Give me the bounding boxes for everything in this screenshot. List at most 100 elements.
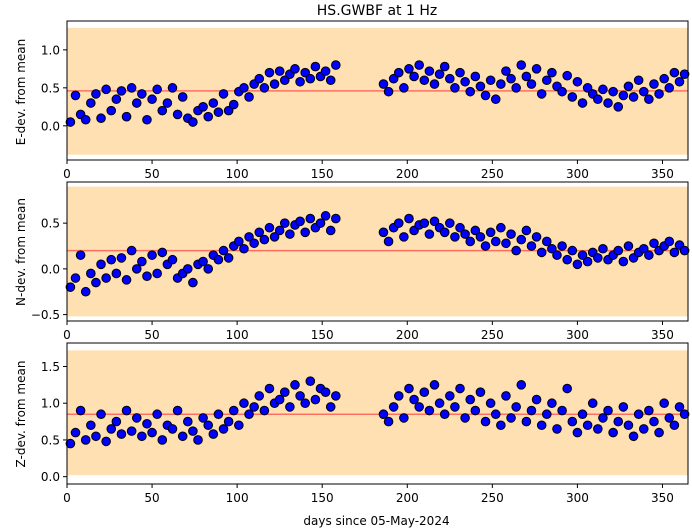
vertical-data-point	[567, 416, 578, 427]
north-data-point	[198, 256, 208, 267]
north-data-point	[582, 256, 593, 267]
east-data-point	[126, 83, 137, 93]
vertical-data-point	[172, 405, 183, 416]
north-data-point	[116, 253, 127, 263]
east-data-point	[501, 66, 511, 76]
east-data-point	[445, 73, 455, 84]
east-data-point	[310, 61, 321, 72]
vertical-data-point	[198, 413, 208, 423]
vertical-data-point	[521, 416, 532, 427]
vertical-data-point	[541, 409, 552, 420]
east-data-point	[290, 64, 300, 74]
east-data-point	[383, 86, 394, 97]
east-data-point	[526, 79, 537, 89]
vertical-data-point	[409, 394, 419, 405]
north-data-point	[445, 218, 455, 228]
north-axes-frame	[66, 181, 689, 322]
east-data-point	[167, 83, 178, 93]
vertical-data-point	[455, 383, 465, 394]
vertical-data-point	[152, 409, 162, 420]
north-data-point	[378, 227, 389, 238]
vertical-data-point	[598, 413, 608, 423]
figure-title: HS.GWBF at 1 Hz	[317, 3, 437, 19]
north-data-point	[664, 236, 675, 247]
vertical-data-point	[445, 391, 455, 401]
vertical-y-tick-label: 0.0	[41, 470, 60, 484]
vertical-data-point	[331, 391, 341, 401]
north-data-point	[638, 243, 649, 254]
east-data-point	[254, 73, 265, 84]
vertical-data-point	[644, 405, 654, 416]
vertical-data-point	[562, 383, 573, 394]
north-data-point	[521, 225, 532, 236]
north-x-tick-label: 300	[566, 328, 589, 342]
vertical-data-point	[259, 405, 270, 416]
north-data-point	[598, 243, 608, 254]
east-data-point	[455, 67, 465, 78]
vertical-data-point	[659, 398, 669, 409]
north-data-point	[320, 211, 331, 221]
vertical-y-axis-label: Z-dev. from mean	[14, 361, 28, 468]
east-data-point	[516, 60, 527, 70]
east-data-point	[404, 64, 414, 74]
north-data-point	[188, 277, 198, 288]
vertical-x-tick-label: 100	[226, 491, 249, 505]
north-data-point	[541, 236, 552, 247]
east-data-point	[572, 76, 583, 87]
vertical-data-point	[203, 420, 214, 431]
east-data-point	[320, 66, 331, 76]
east-data-point	[644, 94, 654, 105]
north-data-point	[305, 213, 316, 224]
east-data-point	[679, 69, 690, 79]
north-x-tick-label: 250	[481, 328, 504, 342]
vertical-x-tick-label: 300	[566, 491, 589, 505]
vertical-data-point	[654, 427, 664, 438]
north-data-point	[244, 232, 254, 242]
vertical-data-point	[300, 398, 310, 409]
east-data-point	[177, 92, 188, 102]
east-data-point	[577, 98, 588, 108]
vertical-y-tick-label: 0.5	[41, 433, 60, 447]
east-data-point	[244, 92, 254, 102]
vertical-data-point	[305, 376, 316, 386]
north-data-point	[80, 286, 91, 297]
east-axes-frame	[66, 20, 689, 161]
vertical-data-point	[285, 402, 295, 412]
north-data-point	[419, 218, 430, 228]
east-data-point	[213, 107, 224, 117]
vertical-data-point	[80, 435, 91, 445]
vertical-data-point	[547, 398, 557, 409]
east-y-tick-label: 1.0	[41, 43, 60, 57]
north-data-point	[157, 247, 168, 258]
north-data-point	[547, 243, 557, 254]
north-data-point	[577, 250, 588, 260]
north-data-point	[126, 245, 137, 256]
north-data-point	[480, 241, 491, 251]
north-data-point	[325, 225, 336, 236]
east-data-point	[393, 67, 404, 78]
east-data-point	[111, 94, 122, 105]
north-data-point	[567, 245, 578, 256]
vertical-axes-frame	[66, 342, 689, 485]
vertical-data-point	[325, 402, 336, 412]
east-data-point	[295, 76, 305, 87]
vertical-data-point	[111, 416, 122, 427]
east-data-point	[429, 79, 440, 89]
east-data-point	[562, 70, 573, 81]
vertical-panel: 0 50 100 150 200 250 300 350 0.0 0.5 1.0 1.5 Z-dev. …	[14, 342, 690, 528]
east-data-point	[531, 64, 542, 74]
east-data-point	[137, 89, 147, 99]
vertical-data-point	[649, 416, 659, 427]
vertical-data-point	[429, 380, 440, 390]
east-data-point	[147, 94, 157, 105]
east-data-point	[259, 83, 270, 93]
north-y-tick-label: 0.5	[41, 217, 60, 231]
east-data-point	[638, 86, 649, 97]
east-data-point	[80, 114, 91, 125]
north-data-point	[182, 264, 193, 274]
east-data-point	[142, 114, 152, 125]
north-data-point	[295, 216, 305, 227]
north-x-tick-label: 200	[396, 328, 419, 342]
north-data-point	[460, 229, 470, 239]
vertical-data-point	[249, 402, 259, 412]
